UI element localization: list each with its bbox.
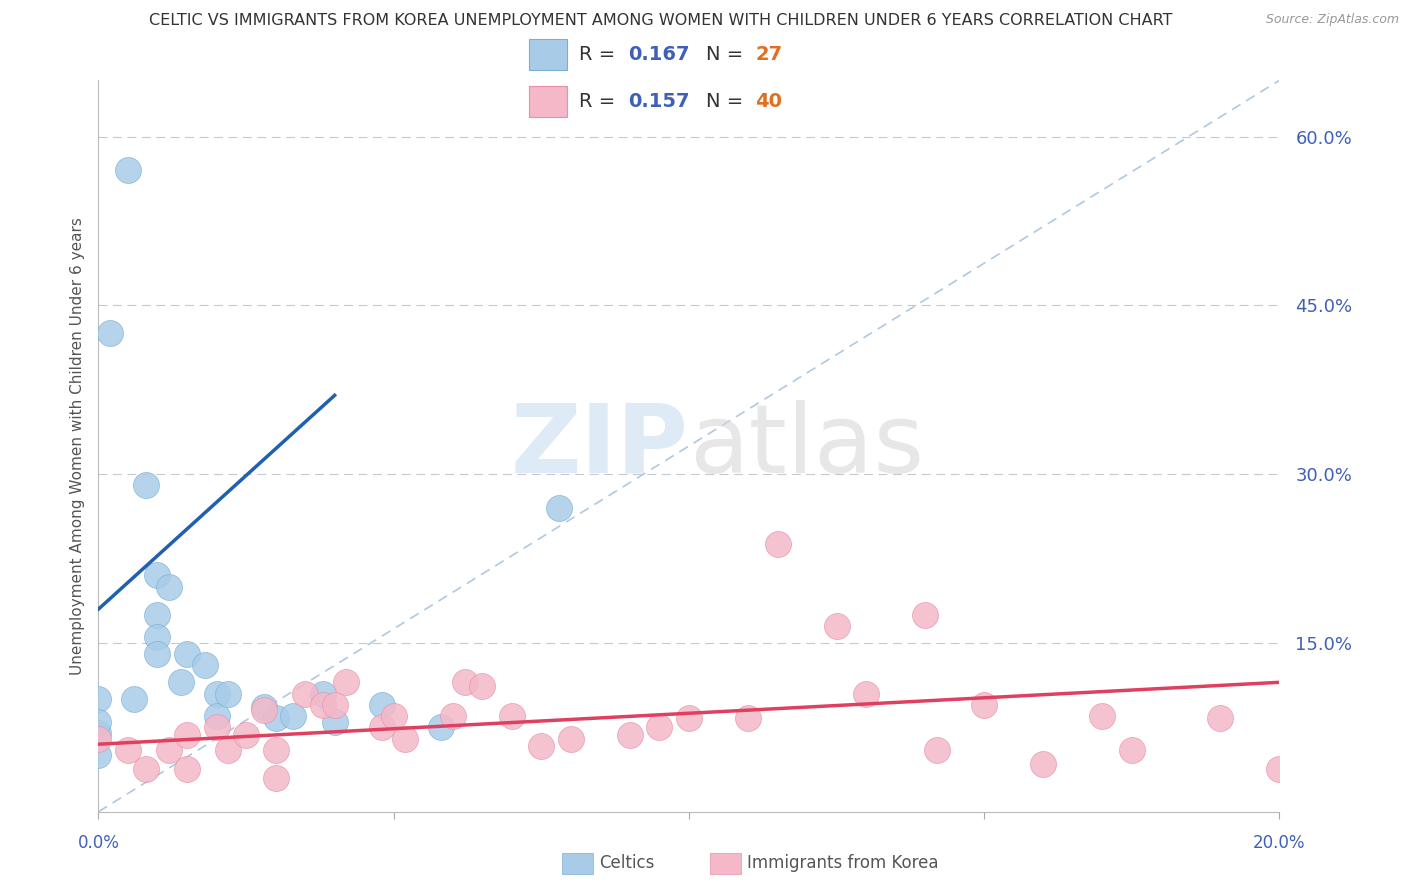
Point bbox=[371, 720, 394, 734]
Point bbox=[453, 675, 475, 690]
FancyBboxPatch shape bbox=[530, 87, 567, 117]
Point bbox=[766, 537, 789, 551]
Point bbox=[122, 692, 145, 706]
Text: Source: ZipAtlas.com: Source: ZipAtlas.com bbox=[1265, 13, 1399, 27]
Point bbox=[87, 731, 110, 746]
Point bbox=[117, 743, 139, 757]
Point bbox=[1268, 762, 1291, 776]
Point bbox=[98, 326, 121, 341]
Point bbox=[205, 720, 228, 734]
Point bbox=[170, 675, 193, 690]
Point bbox=[146, 568, 169, 582]
Point bbox=[323, 698, 346, 712]
Text: atlas: atlas bbox=[689, 400, 924, 492]
Text: 27: 27 bbox=[755, 45, 782, 64]
Point bbox=[430, 720, 453, 734]
Point bbox=[548, 500, 571, 515]
Point bbox=[441, 709, 464, 723]
Text: 20.0%: 20.0% bbox=[1253, 834, 1306, 852]
Text: N =: N = bbox=[706, 45, 749, 64]
Point bbox=[205, 709, 228, 723]
Point bbox=[619, 728, 641, 742]
Point bbox=[825, 619, 848, 633]
Point bbox=[1032, 757, 1054, 772]
Point bbox=[925, 743, 948, 757]
Point bbox=[194, 658, 217, 673]
Point bbox=[382, 709, 405, 723]
Text: R =: R = bbox=[579, 92, 621, 112]
Point bbox=[253, 703, 276, 717]
Point bbox=[560, 731, 582, 746]
Point bbox=[1209, 711, 1232, 725]
Point bbox=[135, 762, 157, 776]
Point bbox=[157, 580, 180, 594]
Text: N =: N = bbox=[706, 92, 749, 112]
Point bbox=[294, 687, 316, 701]
Point bbox=[117, 163, 139, 178]
Point bbox=[648, 720, 671, 734]
Point bbox=[323, 714, 346, 729]
Point bbox=[855, 687, 877, 701]
Point bbox=[914, 607, 936, 622]
Text: Immigrants from Korea: Immigrants from Korea bbox=[747, 855, 938, 872]
Point bbox=[157, 743, 180, 757]
Point bbox=[87, 726, 110, 740]
Point bbox=[235, 728, 257, 742]
Text: CELTIC VS IMMIGRANTS FROM KOREA UNEMPLOYMENT AMONG WOMEN WITH CHILDREN UNDER 6 Y: CELTIC VS IMMIGRANTS FROM KOREA UNEMPLOY… bbox=[149, 13, 1173, 29]
Point bbox=[530, 739, 553, 754]
Point bbox=[176, 762, 198, 776]
Point bbox=[283, 709, 305, 723]
Point bbox=[253, 700, 276, 714]
Point bbox=[471, 679, 494, 693]
Point bbox=[394, 731, 416, 746]
Point bbox=[146, 607, 169, 622]
Point bbox=[135, 478, 157, 492]
Point bbox=[146, 630, 169, 644]
Point bbox=[205, 687, 228, 701]
Point bbox=[217, 743, 239, 757]
Point bbox=[737, 711, 759, 725]
Point bbox=[217, 687, 239, 701]
Point bbox=[87, 748, 110, 763]
Point bbox=[335, 675, 357, 690]
Point bbox=[678, 711, 700, 725]
Point bbox=[312, 698, 335, 712]
Point bbox=[501, 709, 523, 723]
Text: R =: R = bbox=[579, 45, 621, 64]
Point bbox=[312, 687, 335, 701]
Point bbox=[87, 714, 110, 729]
Text: Celtics: Celtics bbox=[599, 855, 654, 872]
Point bbox=[264, 743, 287, 757]
Point bbox=[264, 771, 287, 785]
Point bbox=[973, 698, 995, 712]
Point bbox=[87, 692, 110, 706]
FancyBboxPatch shape bbox=[530, 39, 567, 70]
Point bbox=[176, 728, 198, 742]
Point bbox=[176, 647, 198, 661]
Y-axis label: Unemployment Among Women with Children Under 6 years: Unemployment Among Women with Children U… bbox=[69, 217, 84, 675]
Point bbox=[371, 698, 394, 712]
Point bbox=[264, 711, 287, 725]
Point bbox=[146, 647, 169, 661]
Point bbox=[1121, 743, 1143, 757]
Text: 40: 40 bbox=[755, 92, 782, 112]
Text: 0.167: 0.167 bbox=[628, 45, 690, 64]
Text: 0.157: 0.157 bbox=[628, 92, 690, 112]
Text: ZIP: ZIP bbox=[510, 400, 689, 492]
Text: 0.0%: 0.0% bbox=[77, 834, 120, 852]
Point bbox=[1091, 709, 1114, 723]
